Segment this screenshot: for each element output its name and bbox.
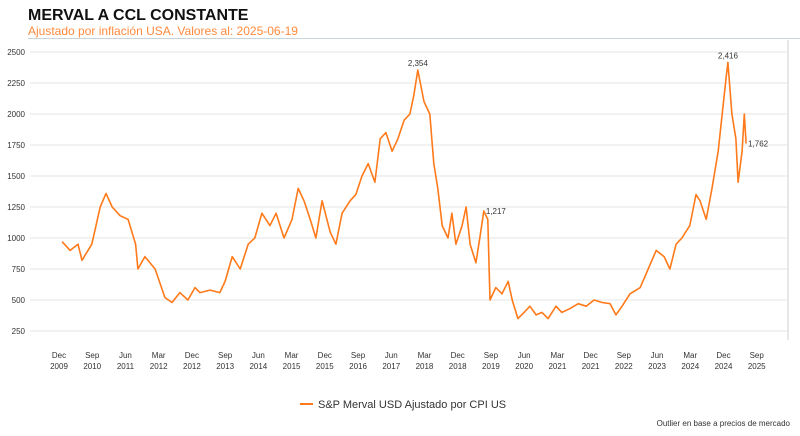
x-tick-year: 2023 <box>648 362 666 371</box>
y-tick-label: 1500 <box>7 172 25 181</box>
x-tick-year: 2018 <box>449 362 467 371</box>
x-tick-year: 2025 <box>748 362 766 371</box>
x-tick-month: Mar <box>550 351 564 360</box>
x-tick-month: Sep <box>85 351 100 360</box>
x-tick-year: 2021 <box>548 362 566 371</box>
x-tick-month: Sep <box>351 351 366 360</box>
x-tick-month: Dec <box>451 351 465 360</box>
chart-subtitle: Ajustado por inflación USA. Valores al: … <box>28 24 298 38</box>
x-tick-label: Jun 2017 <box>382 351 400 371</box>
x-tick-year: 2019 <box>482 362 500 371</box>
x-tick-label: Dec 2012 <box>183 351 201 371</box>
x-tick-label: Mar 2012 <box>150 351 168 371</box>
y-tick-label: 2500 <box>7 48 25 57</box>
x-tick-label: Dec 2009 <box>50 351 68 371</box>
x-tick-month: Sep <box>750 351 765 360</box>
x-tick-month: Jun <box>119 351 132 360</box>
x-tick-month: Jun <box>518 351 531 360</box>
x-tick-label: Sep 2010 <box>83 351 101 371</box>
x-tick-year: 2020 <box>515 362 533 371</box>
x-tick-month: Mar <box>683 351 697 360</box>
x-tick-label: Mar 2024 <box>681 351 699 371</box>
y-tick-label: 750 <box>12 265 26 274</box>
x-tick-label: Sep 2022 <box>615 351 633 371</box>
x-tick-label: Sep 2016 <box>349 351 367 371</box>
y-tick-label: 500 <box>12 296 26 305</box>
data-label: 1,762 <box>748 140 769 149</box>
x-tick-label: Sep 2013 <box>216 351 234 371</box>
x-tick-label: Mar 2021 <box>548 351 566 371</box>
x-tick-label: Dec 2018 <box>449 351 467 371</box>
x-tick-month: Dec <box>318 351 332 360</box>
x-tick-month: Dec <box>716 351 730 360</box>
x-tick-month: Jun <box>651 351 664 360</box>
x-tick-label: Dec 2015 <box>316 351 334 371</box>
x-tick-year: 2009 <box>50 362 68 371</box>
x-tick-year: 2024 <box>681 362 699 371</box>
x-tick-month: Sep <box>617 351 632 360</box>
x-tick-label: Sep 2019 <box>482 351 500 371</box>
x-tick-year: 2013 <box>216 362 234 371</box>
data-label: 2,416 <box>718 51 739 60</box>
x-tick-year: 2024 <box>715 362 733 371</box>
x-tick-year: 2021 <box>582 362 600 371</box>
x-tick-label: Jun 2011 <box>117 351 135 371</box>
x-tick-year: 2012 <box>150 362 168 371</box>
x-tick-year: 2018 <box>416 362 434 371</box>
y-tick-label: 250 <box>12 327 26 336</box>
x-tick-label: Dec 2021 <box>582 351 600 371</box>
x-tick-month: Dec <box>52 351 66 360</box>
x-tick-year: 2011 <box>117 362 135 371</box>
x-tick-month: Sep <box>484 351 499 360</box>
data-label: 2,354 <box>408 59 429 68</box>
x-tick-label: Sep 2025 <box>748 351 766 371</box>
x-tick-month: Mar <box>152 351 166 360</box>
x-tick-month: Jun <box>252 351 265 360</box>
x-tick-label: Mar 2015 <box>283 351 301 371</box>
x-tick-year: 2015 <box>283 362 301 371</box>
x-tick-year: 2010 <box>83 362 101 371</box>
x-tick-label: Jun 2014 <box>249 351 267 371</box>
y-tick-label: 1000 <box>7 234 25 243</box>
x-tick-month: Dec <box>185 351 199 360</box>
x-tick-label: Dec 2024 <box>715 351 733 371</box>
x-tick-year: 2015 <box>316 362 334 371</box>
y-tick-label: 2000 <box>7 110 25 119</box>
x-tick-label: Jun 2023 <box>648 351 666 371</box>
footnote: Outlier en base a precios de mercado <box>657 419 791 428</box>
x-tick-year: 2017 <box>382 362 400 371</box>
x-tick-month: Mar <box>285 351 299 360</box>
legend[interactable]: S&P Merval USD Ajustado por CPI US <box>300 399 506 411</box>
x-tick-year: 2012 <box>183 362 201 371</box>
x-tick-month: Dec <box>583 351 597 360</box>
y-tick-label: 1750 <box>7 141 25 150</box>
data-label: 1,217 <box>486 207 507 216</box>
x-tick-year: 2014 <box>249 362 267 371</box>
y-tick-label: 2250 <box>7 79 25 88</box>
x-tick-label: Mar 2018 <box>416 351 434 371</box>
chart-title: MERVAL A CCL CONSTANTE <box>28 7 249 24</box>
x-tick-month: Jun <box>385 351 398 360</box>
y-tick-label: 1250 <box>7 203 25 212</box>
x-tick-label: Jun 2020 <box>515 351 533 371</box>
x-tick-month: Sep <box>218 351 233 360</box>
x-tick-month: Mar <box>418 351 432 360</box>
series-line-merval <box>61 61 747 320</box>
x-tick-year: 2016 <box>349 362 367 371</box>
legend-label: S&P Merval USD Ajustado por CPI US <box>318 399 506 411</box>
x-tick-year: 2022 <box>615 362 633 371</box>
